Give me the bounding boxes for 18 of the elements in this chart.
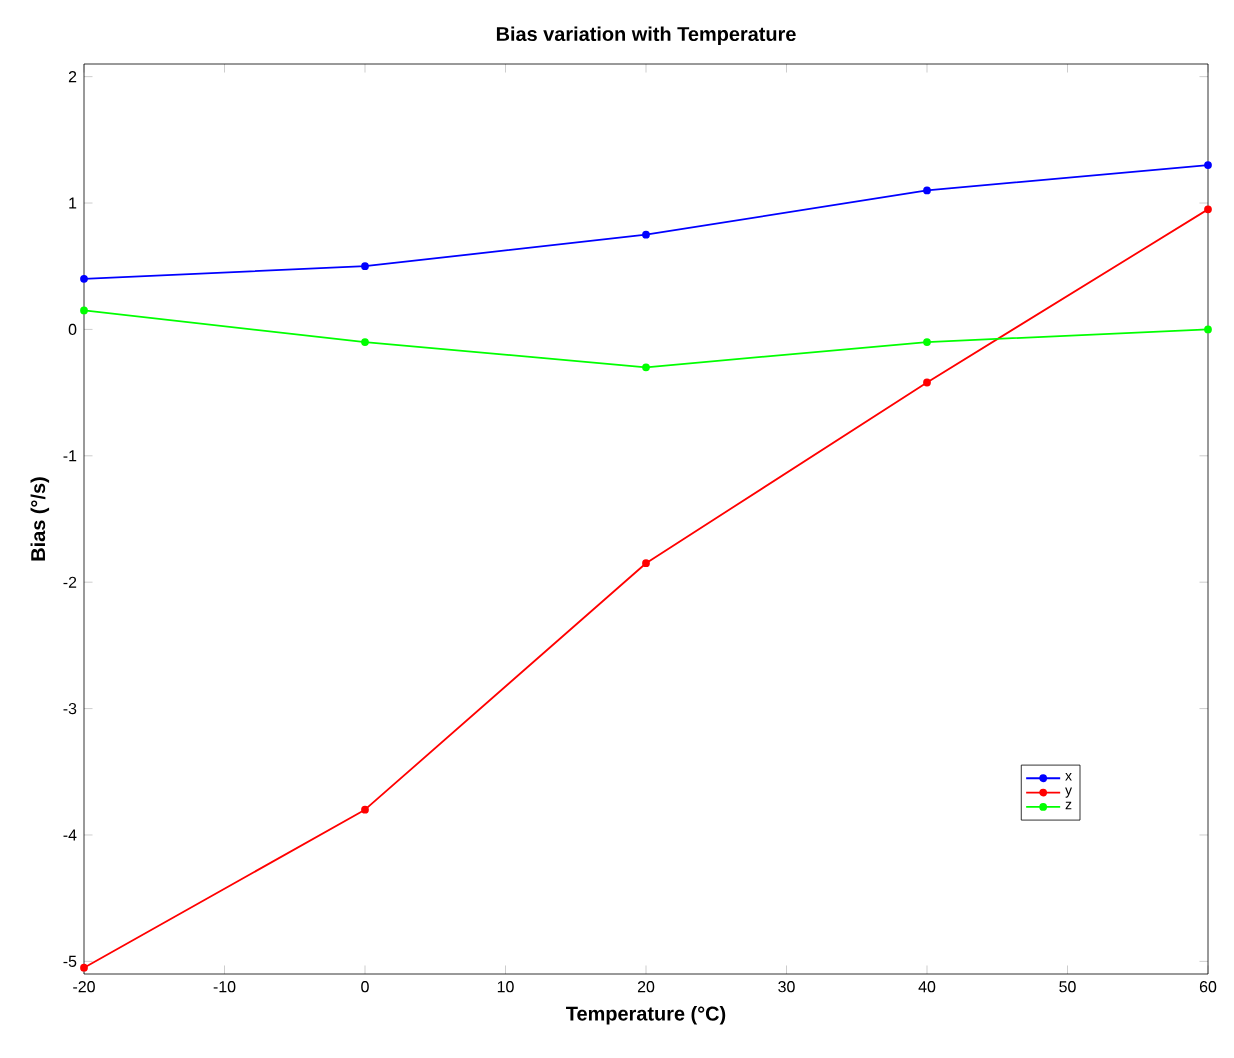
point [923, 338, 931, 346]
point [642, 559, 650, 568]
chart-title: Bias variation with Temperature [496, 26, 796, 45]
point [1204, 205, 1212, 214]
point [361, 805, 369, 814]
point [1204, 161, 1212, 169]
point [80, 963, 88, 972]
point [923, 378, 931, 387]
point [361, 262, 369, 271]
point [80, 274, 88, 283]
point [923, 186, 931, 195]
y-axis-title: Bias (°/s) [30, 477, 50, 561]
point [642, 363, 650, 372]
point [80, 306, 88, 315]
x-axis-title: Temperature (°C) [566, 1006, 726, 1025]
point [1204, 325, 1212, 334]
point [361, 338, 369, 346]
point [642, 230, 650, 239]
